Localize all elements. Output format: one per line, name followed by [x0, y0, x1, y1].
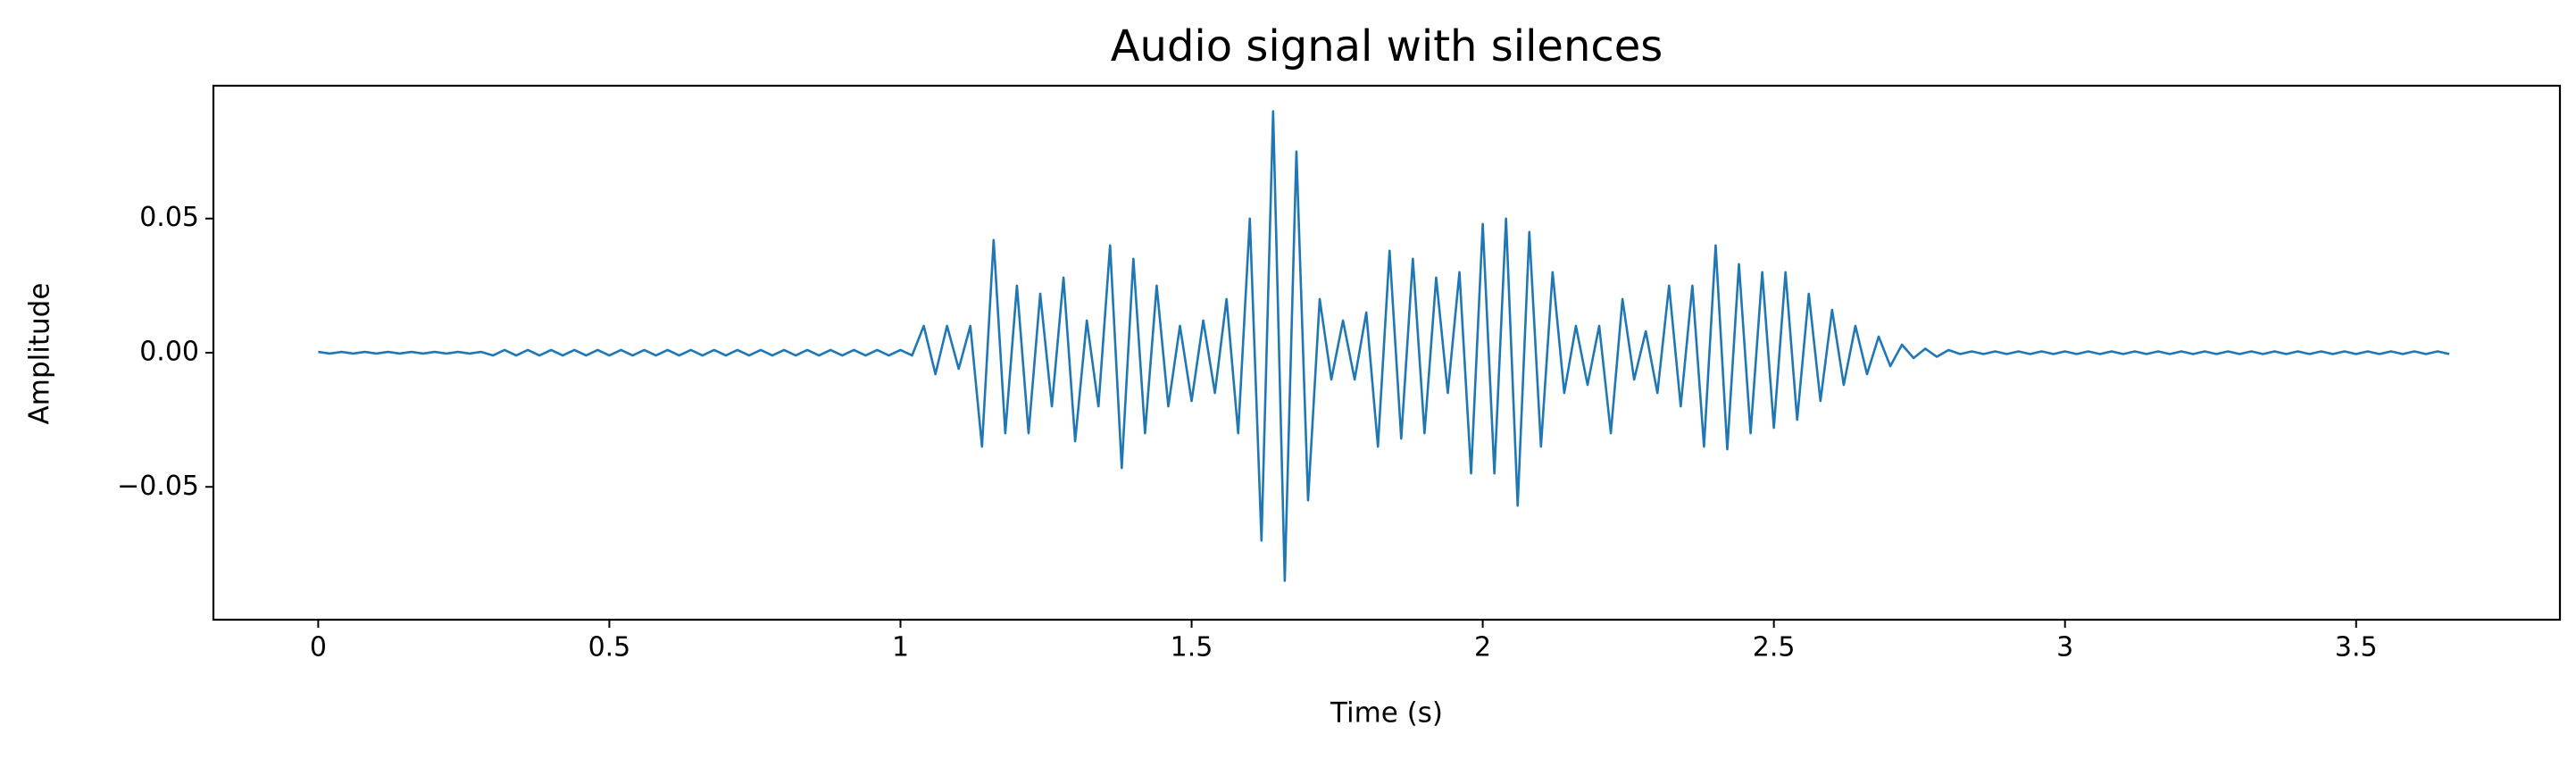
y-axis-label: Amplitude	[24, 283, 56, 425]
x-tick-label: 0.5	[588, 632, 631, 663]
y-tick-label: 0.00	[139, 337, 199, 368]
y-tick-label: −0.05	[117, 471, 199, 502]
x-tick-label: 0	[310, 632, 327, 663]
x-tick-label: 1.5	[1171, 632, 1213, 663]
y-tick-label: 0.05	[139, 202, 199, 233]
waveform-line	[318, 110, 2450, 582]
x-tick-label: 2	[1474, 632, 1491, 663]
x-tick-label: 3	[2056, 632, 2073, 663]
x-axis-label: Time (s)	[1330, 697, 1443, 730]
chart-title: Audio signal with silences	[1111, 21, 1663, 71]
x-tick-label: 1	[892, 632, 909, 663]
plot-area	[318, 110, 2450, 582]
x-tick-label: 3.5	[2335, 632, 2378, 663]
x-tick-label: 2.5	[1753, 632, 1796, 663]
